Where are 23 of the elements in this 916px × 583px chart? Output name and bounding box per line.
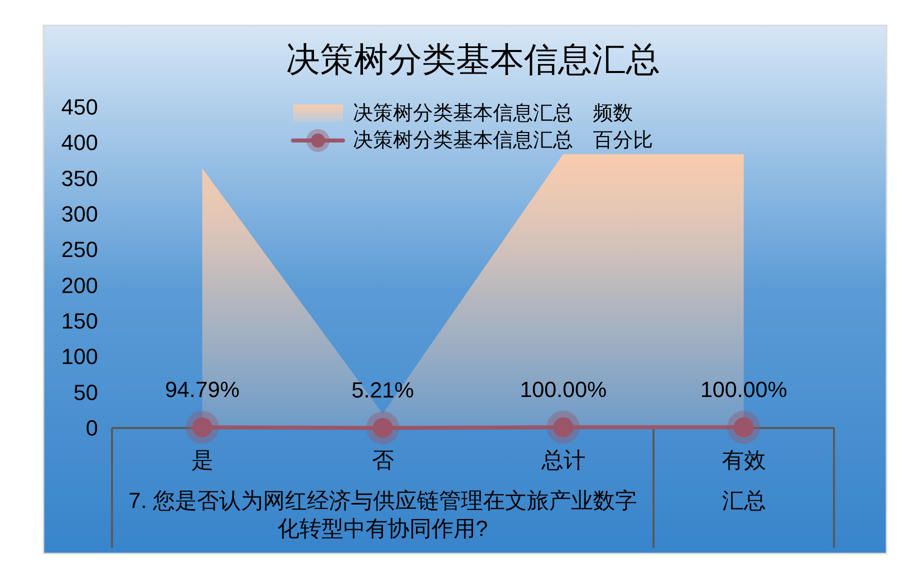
legend-label: 决策树分类基本信息汇总 百分比 bbox=[353, 130, 653, 152]
x-tick-label: 是 bbox=[191, 448, 214, 472]
y-tick-label: 100 bbox=[61, 344, 98, 370]
x-tick-label: 否 bbox=[372, 448, 394, 472]
y-tick-label: 200 bbox=[61, 272, 98, 298]
y-tick-label: 0 bbox=[86, 416, 98, 440]
y-tick-label: 350 bbox=[61, 166, 98, 191]
data-label: 100.00% bbox=[700, 376, 788, 402]
text: 汇总 bbox=[722, 488, 766, 512]
y-tick-label: 50 bbox=[74, 380, 98, 405]
x-tick-label: 总计 bbox=[540, 448, 586, 472]
y-tick-label: 250 bbox=[61, 237, 98, 262]
y-tick-label: 400 bbox=[61, 130, 98, 156]
data-label: 94.79% bbox=[164, 376, 240, 402]
x-tick-label: 有效 bbox=[722, 448, 766, 472]
y-tick-label: 450 bbox=[61, 94, 98, 120]
text: 7. 您是否认为网红经济与供应链管理在文旅产业数字化转型中有协同作用? bbox=[128, 488, 637, 540]
y-tick-label: 300 bbox=[61, 202, 98, 226]
data-label: 5.21% bbox=[352, 377, 414, 402]
data-label: 100.00% bbox=[520, 376, 607, 402]
legend-label: 决策树分类基本信息汇总 频数 bbox=[353, 102, 633, 124]
y-tick-label: 150 bbox=[61, 308, 98, 334]
chart-title: 决策树分类基本信息汇总 bbox=[286, 41, 660, 79]
